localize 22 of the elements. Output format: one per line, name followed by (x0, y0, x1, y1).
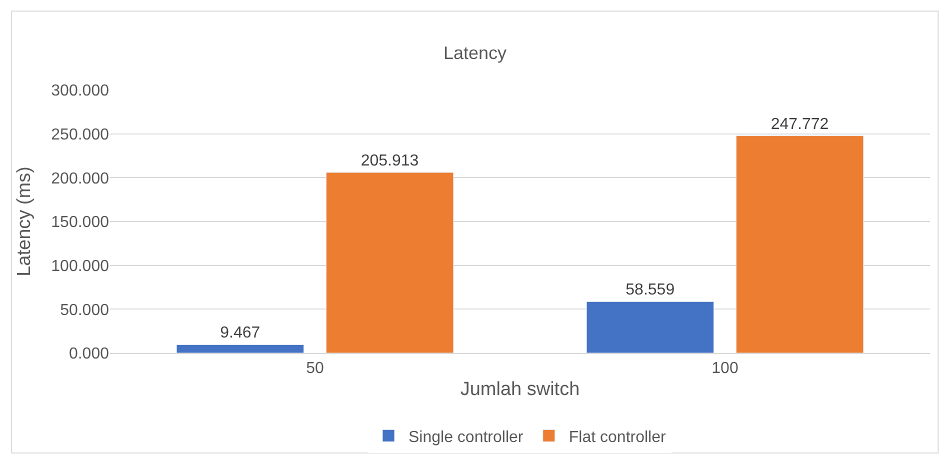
data-label: 205.913 (360, 152, 419, 170)
x-axis-title: Jumlah switch (460, 379, 580, 400)
bar (326, 172, 454, 353)
y-tick-label: 250.000 (51, 126, 110, 144)
legend-label: Single controller (408, 428, 524, 446)
y-tick-label: 50.000 (60, 302, 110, 319)
y-tick-label: 300.000 (51, 82, 110, 100)
legend-label: Flat controller (568, 428, 666, 446)
data-label: 58.559 (626, 282, 675, 299)
x-tick-label: 100 (712, 360, 738, 378)
y-tick-label: 150.000 (51, 214, 110, 232)
y-tick-label: 100.000 (51, 258, 110, 275)
y-tick-label: 200.000 (51, 170, 110, 188)
y-axis-title: Latency (ms) (14, 166, 36, 276)
data-label: 9.467 (220, 324, 260, 342)
bar (586, 301, 714, 353)
data-label: 247.772 (770, 116, 829, 133)
bar (736, 136, 864, 353)
chart-title: Latency (443, 43, 507, 64)
y-tick-label: 0.000 (68, 346, 110, 363)
x-tick-label: 50 (306, 360, 324, 378)
bar (176, 344, 304, 353)
